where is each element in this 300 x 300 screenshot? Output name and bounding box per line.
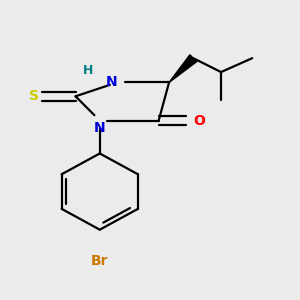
- Text: H: H: [82, 64, 93, 77]
- Polygon shape: [169, 55, 197, 82]
- Text: Br: Br: [91, 254, 109, 268]
- Text: N: N: [106, 76, 117, 89]
- Text: O: O: [193, 114, 205, 128]
- Text: S: S: [29, 89, 39, 103]
- Text: N: N: [94, 121, 106, 135]
